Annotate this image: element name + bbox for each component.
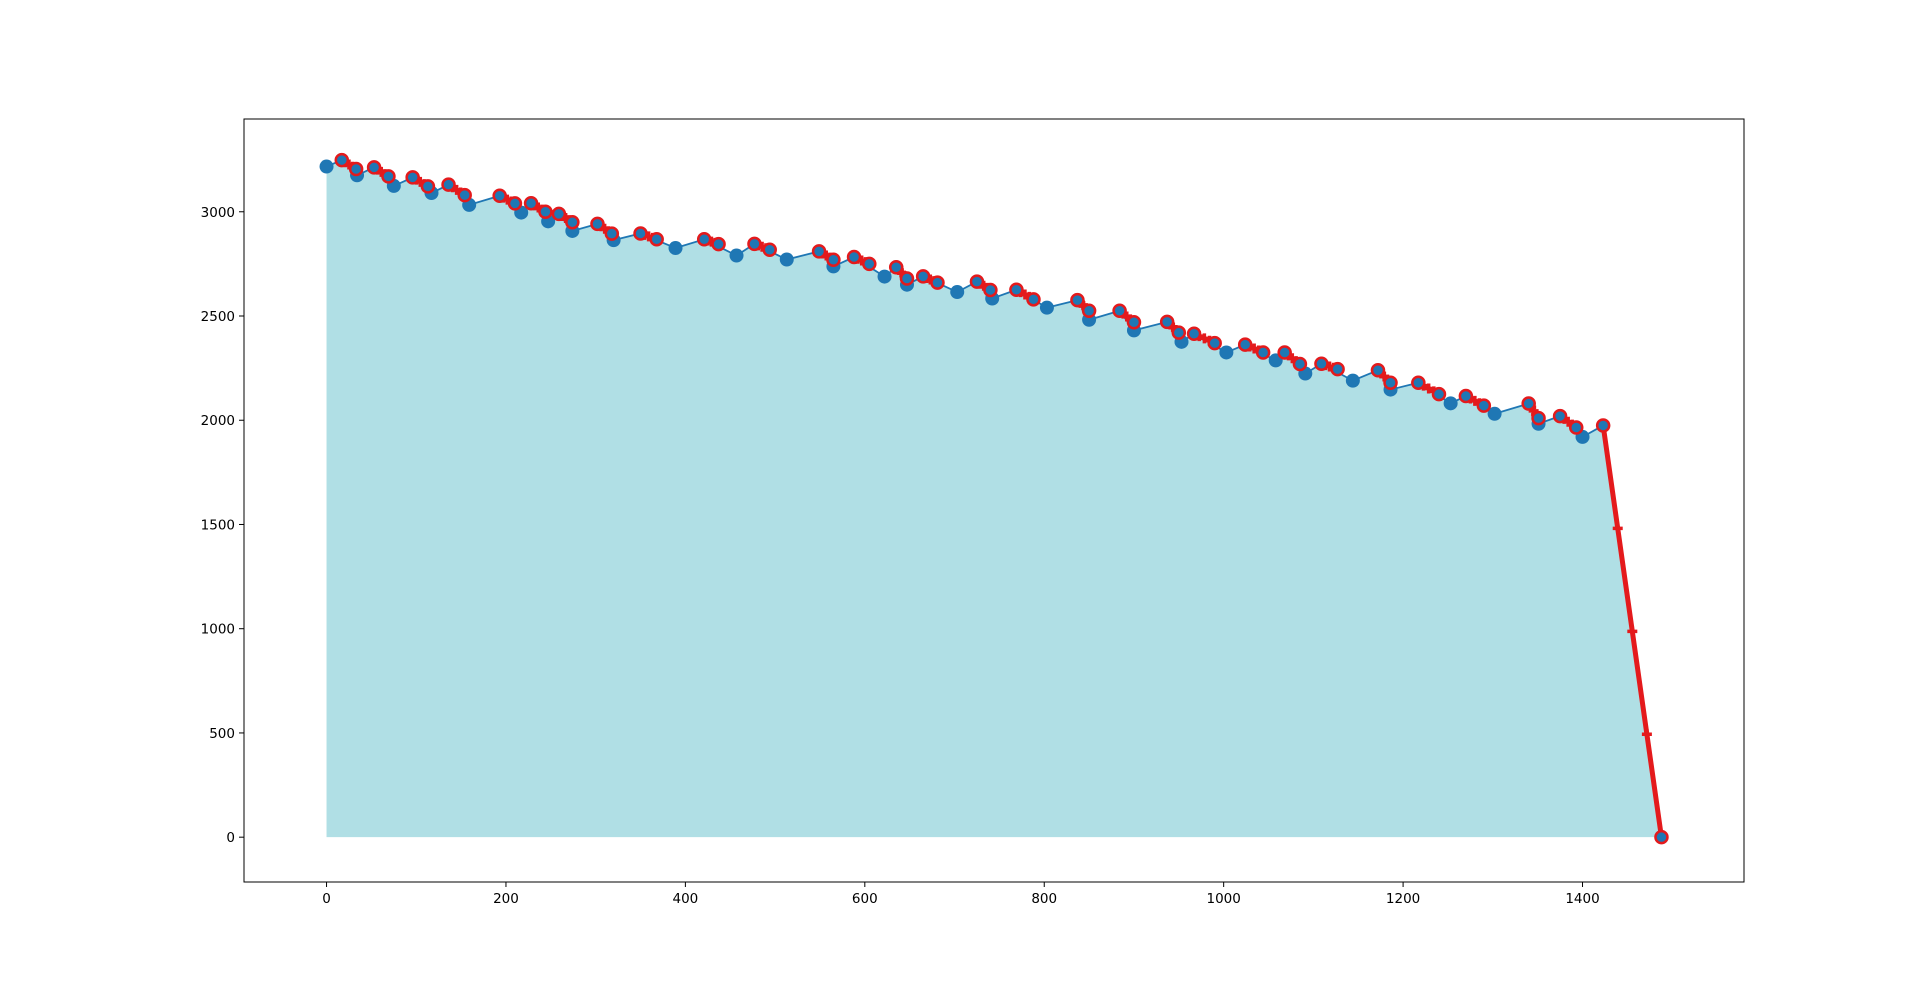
main-point <box>1443 396 1458 411</box>
highlight-endpoint <box>1458 388 1474 404</box>
main-point <box>1219 345 1234 360</box>
highlight-marker <box>1612 523 1623 534</box>
highlight-endpoint <box>1654 829 1669 845</box>
main-point <box>877 269 892 284</box>
highlight-endpoint <box>551 206 567 222</box>
y-tick-label: 500 <box>209 726 235 742</box>
highlight-endpoint <box>1026 292 1041 307</box>
highlight-endpoint <box>888 259 904 275</box>
highlight-marker <box>1199 333 1210 344</box>
highlight-endpoint <box>1126 315 1142 330</box>
highlight-endpoint <box>1552 408 1568 424</box>
highlight-endpoint <box>405 170 420 185</box>
highlight-endpoint <box>1568 420 1584 435</box>
highlight-endpoint <box>1521 396 1536 411</box>
highlight-endpoint <box>507 196 523 211</box>
highlight-endpoint <box>565 214 580 230</box>
highlight-endpoint <box>826 252 841 267</box>
area-fill-shape <box>326 160 1662 838</box>
highlight-endpoint <box>969 274 985 289</box>
highlight-endpoint <box>1383 375 1398 390</box>
x-tick-label: 200 <box>493 891 519 907</box>
plot-frame <box>243 118 1745 883</box>
highlight-endpoint <box>1330 361 1345 377</box>
highlight-endpoint <box>381 169 396 184</box>
highlight-endpoint <box>696 232 712 247</box>
highlight-endpoint <box>862 256 877 272</box>
y-tick-label: 0 <box>226 830 235 846</box>
highlight-endpoint <box>1159 314 1175 330</box>
highlight-endpoint <box>846 249 862 265</box>
highlight-endpoint <box>538 204 553 220</box>
highlight-endpoint <box>747 236 762 252</box>
x-tick-label: 1000 <box>1206 891 1240 907</box>
highlight-endpoint <box>1186 326 1202 341</box>
highlight-endpoint <box>1112 303 1127 319</box>
highlight-endpoint <box>604 226 620 241</box>
highlight-endpoint <box>1314 356 1329 371</box>
highlight-endpoint <box>420 179 436 194</box>
y-tick-label: 2000 <box>201 413 235 429</box>
highlight-endpoint <box>633 226 648 241</box>
highlight-endpoint <box>1255 345 1271 360</box>
main-point <box>729 248 744 263</box>
y-axis: 0 500 1000 1500 2000 2500 3000 <box>201 205 244 846</box>
highlight-endpoint <box>1009 282 1024 297</box>
highlight-endpoint <box>711 236 726 252</box>
highlight-endpoint <box>366 160 382 175</box>
highlight-endpoint <box>762 242 777 257</box>
x-tick-label: 1400 <box>1565 891 1599 907</box>
highlight-endpoint <box>1411 375 1426 390</box>
highlight-endpoint <box>983 282 998 298</box>
highlight-endpoint <box>1237 337 1253 352</box>
main-point <box>950 285 965 300</box>
highlight-endpoint <box>348 161 364 177</box>
highlight-marker <box>1641 729 1652 740</box>
main-point <box>1487 406 1502 421</box>
highlight-endpoint <box>334 152 350 168</box>
highlight-series <box>334 152 1669 845</box>
highlight-endpoint <box>441 177 456 192</box>
highlight-endpoint <box>1277 345 1292 360</box>
highlight-endpoint <box>1531 410 1546 426</box>
highlight-endpoint <box>1595 418 1611 433</box>
main-point <box>779 252 794 267</box>
highlight-endpoint <box>1370 362 1386 378</box>
highlight-endpoint <box>1207 335 1222 351</box>
highlight-marker <box>1627 626 1638 637</box>
main-point <box>1039 300 1054 315</box>
highlight-endpoint <box>1081 303 1097 319</box>
highlight-endpoint <box>811 244 827 259</box>
y-tick-label: 1500 <box>201 517 235 533</box>
highlight-endpoint <box>1292 356 1308 372</box>
x-tick-label: 0 <box>322 891 331 907</box>
highlight-endpoint <box>590 216 605 232</box>
main-point <box>1345 373 1360 388</box>
highlight-endpoint <box>649 232 664 247</box>
x-tick-label: 1200 <box>1386 891 1420 907</box>
highlight-endpoint <box>492 188 507 203</box>
highlight-endpoint <box>523 195 539 211</box>
area-fill <box>326 160 1662 838</box>
x-tick-label: 600 <box>852 891 878 907</box>
highlight-endpoint <box>930 275 945 290</box>
x-tick-label: 800 <box>1031 891 1057 907</box>
highlight-endpoint <box>1431 386 1447 402</box>
main-point <box>319 159 334 174</box>
highlight-endpoint <box>915 269 931 284</box>
x-tick-label: 400 <box>672 891 698 907</box>
x-axis: 0 200 400 600 800 1000 1200 1400 <box>322 882 1600 907</box>
highlight-endpoint <box>1171 325 1187 340</box>
highlight-endpoint <box>1476 398 1492 413</box>
highlight-endpoint <box>457 187 472 203</box>
y-tick-label: 3000 <box>201 205 235 221</box>
highlight-endpoint <box>899 271 915 286</box>
highlight-endpoint <box>1070 292 1085 308</box>
main-point <box>668 241 683 256</box>
highlight-marker <box>1423 383 1434 394</box>
y-tick-label: 2500 <box>201 309 235 325</box>
y-tick-label: 1000 <box>201 622 235 638</box>
